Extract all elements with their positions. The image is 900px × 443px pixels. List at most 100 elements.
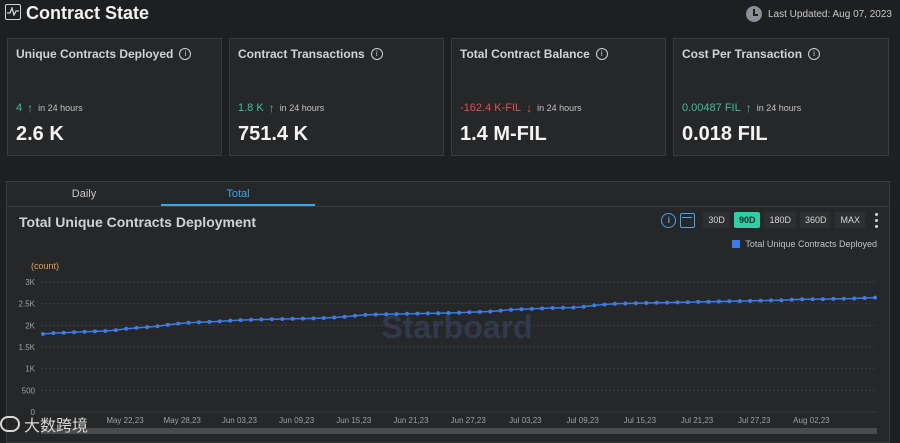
x-tick-label: May 22,23 — [106, 416, 144, 425]
y-tick-label: 2K — [25, 321, 35, 330]
data-point — [61, 330, 66, 335]
data-point — [675, 300, 680, 305]
card-unique-contracts: Unique Contracts Deployed i 4 ↑ in 24 hou… — [7, 38, 222, 156]
data-point — [145, 325, 149, 330]
data-point — [259, 317, 264, 322]
data-point — [197, 320, 201, 325]
data-point — [467, 310, 472, 315]
data-point — [717, 299, 721, 304]
data-point — [134, 325, 139, 330]
data-point — [176, 321, 181, 326]
data-point — [696, 299, 701, 304]
data-point — [540, 306, 545, 311]
card-label-text: Contract Transactions — [238, 47, 365, 61]
data-point — [113, 328, 118, 333]
tab-daily[interactable]: Daily — [71, 188, 97, 200]
y-tick-label: 500 — [22, 386, 36, 395]
range-90d-button[interactable]: 90D — [733, 212, 761, 228]
data-point — [353, 313, 357, 318]
data-point — [800, 297, 805, 302]
data-point — [155, 324, 160, 329]
data-point — [321, 316, 326, 320]
data-point — [633, 301, 638, 306]
footer-watermark: 大数跨境 — [0, 412, 88, 436]
data-point — [415, 311, 420, 316]
calendar-icon[interactable] — [680, 212, 696, 228]
legend-label: Total Unique Contracts Deployed — [745, 239, 877, 249]
data-point — [425, 311, 430, 316]
data-point — [269, 317, 274, 322]
card-delta: 4 ↑ in 24 hours — [16, 101, 83, 115]
tab-total[interactable]: Total — [161, 182, 315, 206]
card-value: 1.4 M-FIL — [460, 123, 547, 145]
data-point — [373, 312, 378, 317]
card-value: 0.018 FIL — [682, 123, 768, 145]
data-point — [789, 297, 794, 302]
delta-note: in 24 hours — [279, 103, 325, 113]
data-point — [571, 305, 576, 310]
card-delta: -162.4 K-FIL ↓ in 24 hours — [460, 101, 582, 115]
range-360d-button[interactable]: 360D — [799, 212, 832, 228]
chart-panel: Daily Total Total Unique Contracts Deplo… — [6, 181, 890, 443]
data-point — [758, 298, 763, 303]
scrollbar-track — [41, 428, 877, 434]
data-point — [436, 311, 441, 316]
delta-value: 0.00487 FIL — [682, 102, 741, 114]
data-point — [561, 305, 565, 310]
data-point — [519, 307, 524, 312]
card-cost-per-transaction: Cost Per Transaction i 0.00487 FIL ↑ in 2… — [673, 38, 889, 156]
x-tick-label: Aug 02,23 — [793, 416, 830, 425]
last-updated: Last Updated: Aug 07, 2023 — [746, 6, 892, 22]
tab-bar: Daily Total — [7, 182, 889, 207]
data-point — [550, 306, 555, 310]
x-tick-label: Jun 15,23 — [336, 416, 372, 425]
x-tick-label: Jun 21,23 — [393, 416, 429, 425]
legend-swatch — [732, 240, 741, 248]
data-point — [488, 309, 493, 314]
data-point — [93, 329, 97, 334]
y-axis-label: (count) — [31, 261, 59, 271]
data-point — [165, 322, 170, 327]
data-point — [477, 309, 482, 314]
data-point — [405, 311, 409, 316]
data-point — [332, 315, 337, 320]
info-icon[interactable]: i — [179, 48, 192, 60]
data-point — [769, 298, 773, 303]
data-point — [685, 300, 690, 305]
more-options-icon[interactable] — [875, 212, 879, 228]
x-tick-label: Jun 09,23 — [279, 416, 315, 425]
x-tick-label: Jul 09,23 — [566, 416, 599, 425]
info-icon[interactable]: i — [808, 48, 821, 60]
card-label-text: Unique Contracts Deployed — [16, 47, 174, 61]
data-point — [810, 297, 815, 302]
info-icon[interactable]: i — [595, 48, 608, 60]
data-point — [654, 300, 659, 305]
card-value: 751.4 K — [238, 123, 309, 145]
chart-title: Total Unique Contracts Deployment — [19, 214, 256, 230]
chart-legend[interactable]: Total Unique Contracts Deployed — [732, 239, 877, 249]
data-point — [51, 331, 56, 336]
data-point — [706, 299, 711, 304]
data-point — [41, 332, 45, 336]
data-point — [748, 298, 753, 303]
card-contract-transactions: Contract Transactions i 1.8 K ↑ in 24 hou… — [229, 38, 444, 156]
range-30d-button[interactable]: 30D — [703, 212, 730, 228]
data-point — [457, 310, 461, 315]
x-tick-label: Jun 03,23 — [222, 416, 258, 425]
data-point — [727, 299, 732, 304]
info-icon[interactable]: i — [370, 48, 383, 60]
data-point — [290, 316, 295, 321]
range-180d-button[interactable]: 180D — [764, 212, 796, 228]
data-point — [509, 307, 513, 312]
x-tick-label: Jul 27,23 — [738, 416, 771, 425]
y-tick-label: 2.5K — [19, 300, 36, 309]
x-tick-label: Jun 27,23 — [451, 416, 487, 425]
range-max-button[interactable]: MAX — [835, 212, 865, 228]
info-icon[interactable]: i — [661, 212, 677, 228]
delta-note: in 24 hours — [537, 103, 582, 113]
data-point — [821, 297, 825, 302]
data-point — [446, 311, 451, 315]
data-point — [665, 300, 669, 305]
data-point — [311, 316, 316, 321]
delta-note: in 24 hours — [38, 103, 83, 113]
